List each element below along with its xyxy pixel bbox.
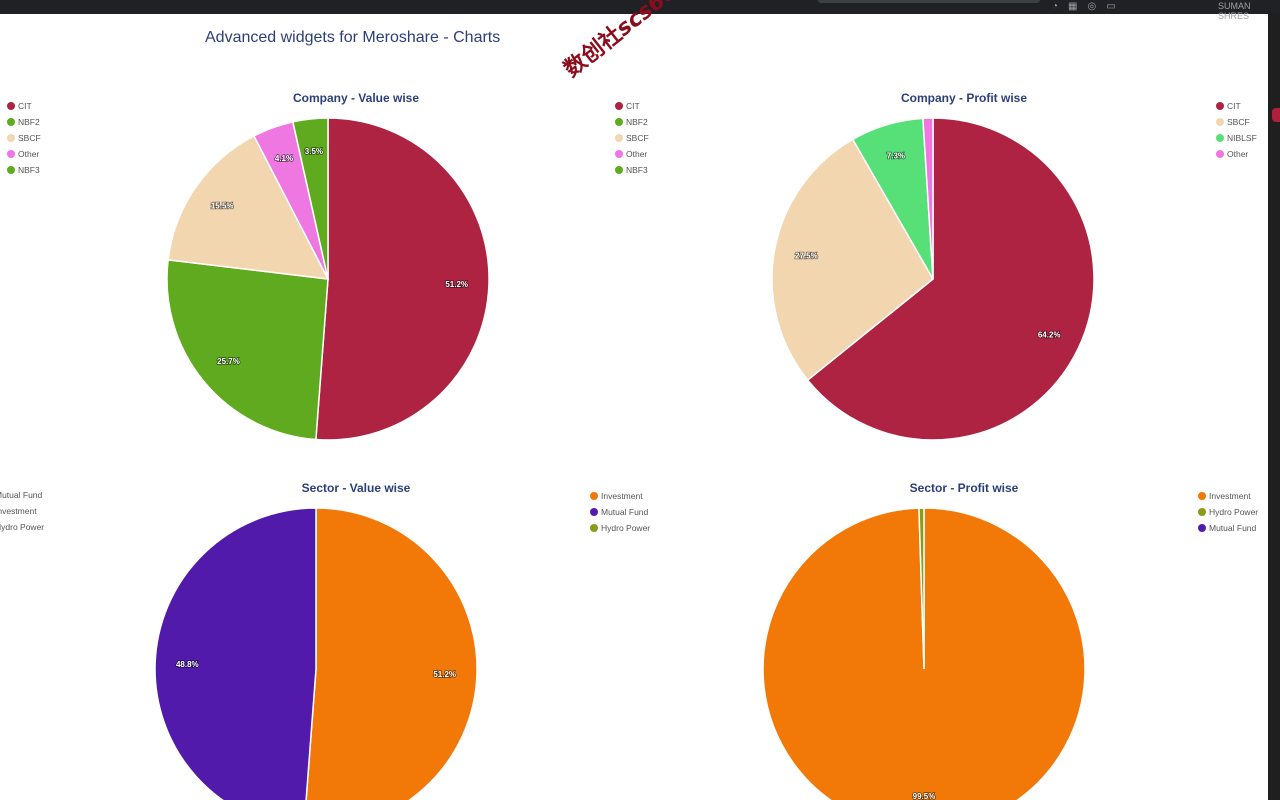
- company-value-wise-legend-item-nbf2[interactable]: NBF2: [18, 117, 40, 127]
- sector-value-wise-data-label-mutual-fund: 48.8%: [176, 660, 199, 669]
- browser-user-name[interactable]: SUMAN SHRES: [1218, 1, 1251, 21]
- orphan-company-profit-wise-legend-swatch-other[interactable]: [615, 150, 623, 158]
- orphan-company-profit-wise-legend-swatch-sbcf[interactable]: [615, 134, 623, 142]
- company-profit-wise-legend-swatch-sbcf[interactable]: [1216, 118, 1224, 126]
- company-value-wise-data-label-sbcf: 15.5%: [211, 202, 234, 211]
- sector-value-wise-title: Sector - Value wise: [302, 481, 411, 495]
- company-value-wise-legend-item-other[interactable]: Other: [18, 149, 39, 159]
- grid-icon[interactable]: ▦: [1068, 1, 1078, 12]
- company-value-wise-slice-nbf2-1[interactable]: [166, 258, 329, 441]
- sector-profit-wise-legend-swatch-hydro-power[interactable]: [1198, 508, 1206, 516]
- orphan-company-profit-wise-legend-item-other[interactable]: Other: [626, 149, 647, 159]
- sector-value-wise-legend-item-hydro-power[interactable]: Hydro Power: [0, 522, 44, 532]
- company-profit-wise-legend-swatch-cit[interactable]: [1216, 102, 1224, 110]
- orphan-company-profit-wise-legend-swatch-cit[interactable]: [615, 102, 623, 110]
- sector-profit-wise-slice-hydro-power-1[interactable]: [918, 507, 925, 670]
- sector-value-wise-slice-investment-0[interactable]: [304, 507, 478, 800]
- orphan-sector-profit-wise-legend-swatch-investment[interactable]: [590, 492, 598, 500]
- orphan-company-profit-wise-legend-swatch-nbf2[interactable]: [615, 118, 623, 126]
- sector-value-wise-legend-item-mutual-fund[interactable]: Mutual Fund: [0, 490, 43, 500]
- orphan-sector-profit-wise-legend-swatch-hydro-power[interactable]: [590, 524, 598, 532]
- sector-profit-wise-title: Sector - Profit wise: [910, 481, 1019, 495]
- company-profit-wise-legend-item-cit[interactable]: CIT: [1227, 101, 1241, 111]
- company-profit-wise-legend-item-other[interactable]: Other: [1227, 149, 1248, 159]
- browser-address-bar[interactable]: [818, 0, 1040, 3]
- sector-value-wise-slice-mutual-fund-1[interactable]: [154, 507, 317, 800]
- browser-side-panel: [1268, 14, 1280, 800]
- side-panel-tab[interactable]: [1272, 108, 1280, 122]
- company-value-wise-data-label-other: 4.1%: [275, 154, 293, 163]
- translate-icon[interactable]: ◎: [1087, 1, 1097, 12]
- company-profit-wise-legend-swatch-other[interactable]: [1216, 150, 1224, 158]
- sector-profit-wise-legend-item-mutual-fund[interactable]: Mutual Fund: [1209, 523, 1257, 533]
- company-value-wise-legend-swatch-nbf3[interactable]: [7, 166, 15, 174]
- company-value-wise-legend-swatch-sbcf[interactable]: [7, 134, 15, 142]
- company-profit-wise-data-label-niblsf: 7.3%: [887, 152, 905, 161]
- company-value-wise-slice-nbf3-4[interactable]: [291, 117, 329, 280]
- page-title: Advanced widgets for Meroshare - Charts: [205, 29, 501, 46]
- company-profit-wise-legend-swatch-niblsf[interactable]: [1216, 134, 1224, 142]
- browser-toolbar-icons: ◔ ▦ ◎ ▭: [1052, 0, 1116, 14]
- orphan-company-profit-wise-legend-item-nbf2[interactable]: NBF2: [626, 117, 648, 127]
- browser-top-bar: ◔ ▦ ◎ ▭ SUMAN SHRES: [0, 0, 1280, 21]
- company-value-wise-data-label-nbf3: 3.5%: [305, 147, 323, 156]
- company-profit-wise-slice-other-3[interactable]: [922, 117, 934, 280]
- company-profit-wise-legend-item-sbcf[interactable]: SBCF: [1227, 117, 1250, 127]
- company-value-wise-legend-item-nbf3[interactable]: NBF3: [18, 165, 40, 175]
- sector-profit-wise-legend-swatch-investment[interactable]: [1198, 492, 1206, 500]
- company-value-wise-slice-sbcf-2[interactable]: [167, 134, 330, 280]
- company-value-wise-legend-swatch-other[interactable]: [7, 150, 15, 158]
- company-profit-wise-legend-item-niblsf[interactable]: NIBLSF: [1227, 133, 1257, 143]
- orphan-company-profit-wise-legend-item-sbcf[interactable]: SBCF: [626, 133, 649, 143]
- sector-profit-wise-legend-item-investment[interactable]: Investment: [1209, 491, 1251, 501]
- sector-profit-wise-legend-swatch-mutual-fund[interactable]: [1198, 524, 1206, 532]
- orphan-company-profit-wise-legend-item-nbf3[interactable]: NBF3: [626, 165, 648, 175]
- sector-value-wise-legend-item-investment[interactable]: Investment: [0, 506, 37, 516]
- company-value-wise-legend-item-cit[interactable]: CIT: [18, 101, 32, 111]
- orphan-company-profit-wise-legend-swatch-nbf3[interactable]: [615, 166, 623, 174]
- company-value-wise-slice-cit-0[interactable]: [315, 117, 490, 441]
- sector-profit-wise-data-label-investment: 99.5%: [913, 792, 936, 800]
- company-profit-wise-data-label-sbcf: 27.5%: [795, 251, 818, 260]
- company-value-wise-legend-item-sbcf[interactable]: SBCF: [18, 133, 41, 143]
- extension-icon[interactable]: ◔: [1052, 1, 1059, 12]
- company-value-wise-title: Company - Value wise: [293, 91, 419, 105]
- orphan-company-profit-wise-legend-item-cit[interactable]: CIT: [626, 101, 640, 111]
- company-profit-wise-slice-sbcf-1[interactable]: [771, 138, 934, 382]
- sector-profit-wise-legend-item-hydro-power[interactable]: Hydro Power: [1209, 507, 1258, 517]
- company-value-wise-data-label-nbf2: 25.7%: [217, 357, 240, 366]
- company-value-wise-legend-swatch-cit[interactable]: [7, 102, 15, 110]
- sidebar-icon[interactable]: ▭: [1106, 1, 1116, 12]
- company-value-wise-legend-swatch-nbf2[interactable]: [7, 118, 15, 126]
- company-profit-wise-data-label-cit: 64.2%: [1038, 331, 1061, 340]
- orphan-sector-profit-wise-legend-item-mutual-fund[interactable]: Mutual Fund: [601, 507, 649, 517]
- company-profit-wise-title: Company - Profit wise: [901, 91, 1027, 105]
- orphan-sector-profit-wise-legend-item-hydro-power[interactable]: Hydro Power: [601, 523, 650, 533]
- company-profit-wise-slice-cit-0[interactable]: [806, 117, 1095, 441]
- orphan-sector-profit-wise-legend-item-investment[interactable]: Investment: [601, 491, 643, 501]
- sector-value-wise-data-label-investment: 51.2%: [433, 670, 456, 679]
- orphan-sector-profit-wise-legend-swatch-mutual-fund[interactable]: [590, 508, 598, 516]
- company-value-wise-data-label-cit: 51.2%: [445, 280, 468, 289]
